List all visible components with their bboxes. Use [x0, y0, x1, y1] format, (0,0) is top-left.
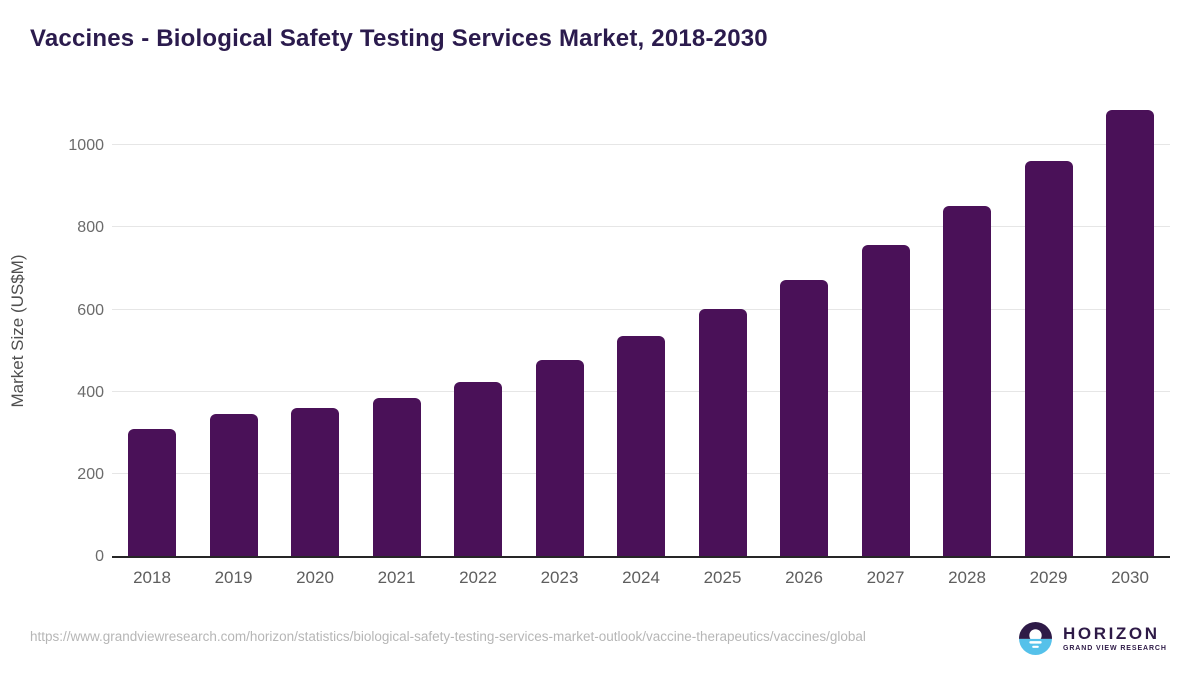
- bar-2029: [1024, 161, 1073, 556]
- x-axis: 2018 2019 2020 2021 2022 2023 2024 2025 2026 2027…: [112, 568, 1170, 588]
- x-tick-label: 2023: [540, 568, 579, 587]
- x-tick-label: 2020: [296, 568, 334, 587]
- gridline-600: [112, 308, 1170, 310]
- logo-brand: HORIZON: [1063, 624, 1160, 643]
- y-axis: 0 200 400 600 800 1000: [0, 100, 104, 565]
- x-tick-label: 2019: [214, 568, 253, 587]
- x-tick-label: 2021: [377, 568, 416, 587]
- logo-text: HORIZON GRAND VIEW RESEARCH: [1063, 625, 1167, 652]
- x-tick-label: 2027: [866, 568, 905, 587]
- bar-2019: [209, 414, 258, 556]
- logo-tagline: GRAND VIEW RESEARCH: [1063, 645, 1167, 652]
- bar-2023: [535, 359, 584, 556]
- x-tick-label: 2029: [1029, 568, 1068, 587]
- bar-2025: [698, 309, 747, 556]
- y-tick-label: 1000: [68, 137, 104, 155]
- source-url: https://www.grandviewresearch.com/horizo…: [30, 629, 866, 644]
- bar-2030: [1106, 110, 1154, 556]
- x-tick-label: 2030: [1111, 568, 1149, 587]
- bar-2027: [861, 245, 910, 556]
- y-tick-label: 600: [77, 301, 104, 319]
- x-tick-label: 2028: [948, 568, 986, 587]
- x-tick-label: 2026: [785, 568, 823, 587]
- bar-2022: [454, 381, 502, 556]
- bar-2026: [780, 280, 828, 556]
- horizon-logo: HORIZON GRAND VIEW RESEARCH: [1019, 622, 1167, 655]
- x-tick-label: 2025: [703, 568, 742, 587]
- bar-2018: [128, 428, 176, 556]
- bar-2020: [291, 408, 339, 556]
- y-tick-label: 400: [77, 383, 104, 401]
- chart-title: Vaccines - Biological Safety Testing Ser…: [30, 25, 768, 52]
- x-tick-label: 2024: [622, 568, 660, 587]
- y-tick-label: 0: [95, 548, 104, 565]
- x-tick-label: 2018: [133, 568, 171, 587]
- y-tick-label: 800: [77, 219, 104, 237]
- bars-row: [112, 100, 1170, 556]
- gridline-800: [112, 226, 1170, 228]
- horizon-sun-icon: [1019, 622, 1052, 655]
- bar-2024: [617, 336, 665, 556]
- y-tick-label: 200: [77, 465, 104, 483]
- plot-area: [112, 100, 1170, 558]
- bar-2028: [943, 205, 991, 556]
- bar-2021: [372, 398, 421, 556]
- gridline-1000: [112, 144, 1170, 146]
- x-tick-label: 2022: [459, 568, 497, 587]
